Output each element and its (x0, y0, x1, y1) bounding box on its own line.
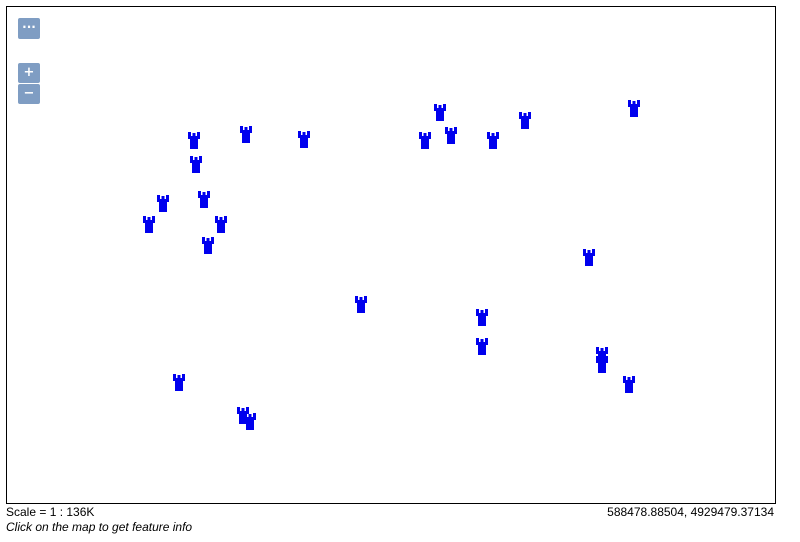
castle-icon[interactable] (243, 413, 257, 431)
castle-icon[interactable] (444, 127, 458, 145)
castle-icon[interactable] (475, 338, 489, 356)
castle-icon[interactable] (214, 216, 228, 234)
castle-icon[interactable] (595, 356, 609, 374)
castle-icon[interactable] (627, 100, 641, 118)
castle-icon[interactable] (201, 237, 215, 255)
castle-icon[interactable] (297, 131, 311, 149)
zoom-in-button[interactable]: + (18, 63, 40, 83)
castle-icon[interactable] (418, 132, 432, 150)
castle-icon[interactable] (156, 195, 170, 213)
mouse-coordinates: 588478.88504, 4929479.37134 (607, 505, 774, 519)
zoom-out-button[interactable]: − (18, 84, 40, 104)
map-viewport[interactable]: ··· + − (6, 6, 776, 504)
feature-info-hint: Click on the map to get feature info (6, 520, 193, 534)
castle-icon[interactable] (142, 216, 156, 234)
castle-icon[interactable] (172, 374, 186, 392)
scale-label: Scale = 1 : 136K (6, 505, 95, 519)
castle-icon[interactable] (197, 191, 211, 209)
castle-icon[interactable] (582, 249, 596, 267)
castle-icon[interactable] (354, 296, 368, 314)
castle-icon[interactable] (518, 112, 532, 130)
castle-icon[interactable] (239, 126, 253, 144)
castle-icon[interactable] (187, 132, 201, 150)
layer-switcher-button[interactable]: ··· (18, 18, 40, 39)
castle-icon[interactable] (475, 309, 489, 327)
castle-icon[interactable] (622, 376, 636, 394)
castle-icon[interactable] (433, 104, 447, 122)
castle-icon[interactable] (189, 156, 203, 174)
castle-icon[interactable] (486, 132, 500, 150)
castle-icon[interactable] (236, 407, 250, 425)
